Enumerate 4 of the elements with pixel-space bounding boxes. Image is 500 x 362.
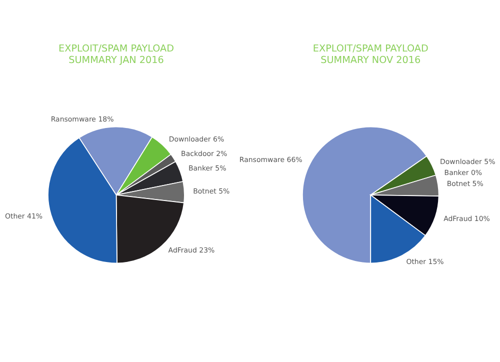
text: SUMMARY JAN 2016 — [68, 54, 164, 66]
text: SUMMARY NOV 2016 — [320, 54, 421, 66]
text: EXPLOIT/SPAM PAYLOAD — [312, 44, 428, 55]
text: EXPLOIT/SPAM PAYLOAD — [58, 44, 174, 55]
